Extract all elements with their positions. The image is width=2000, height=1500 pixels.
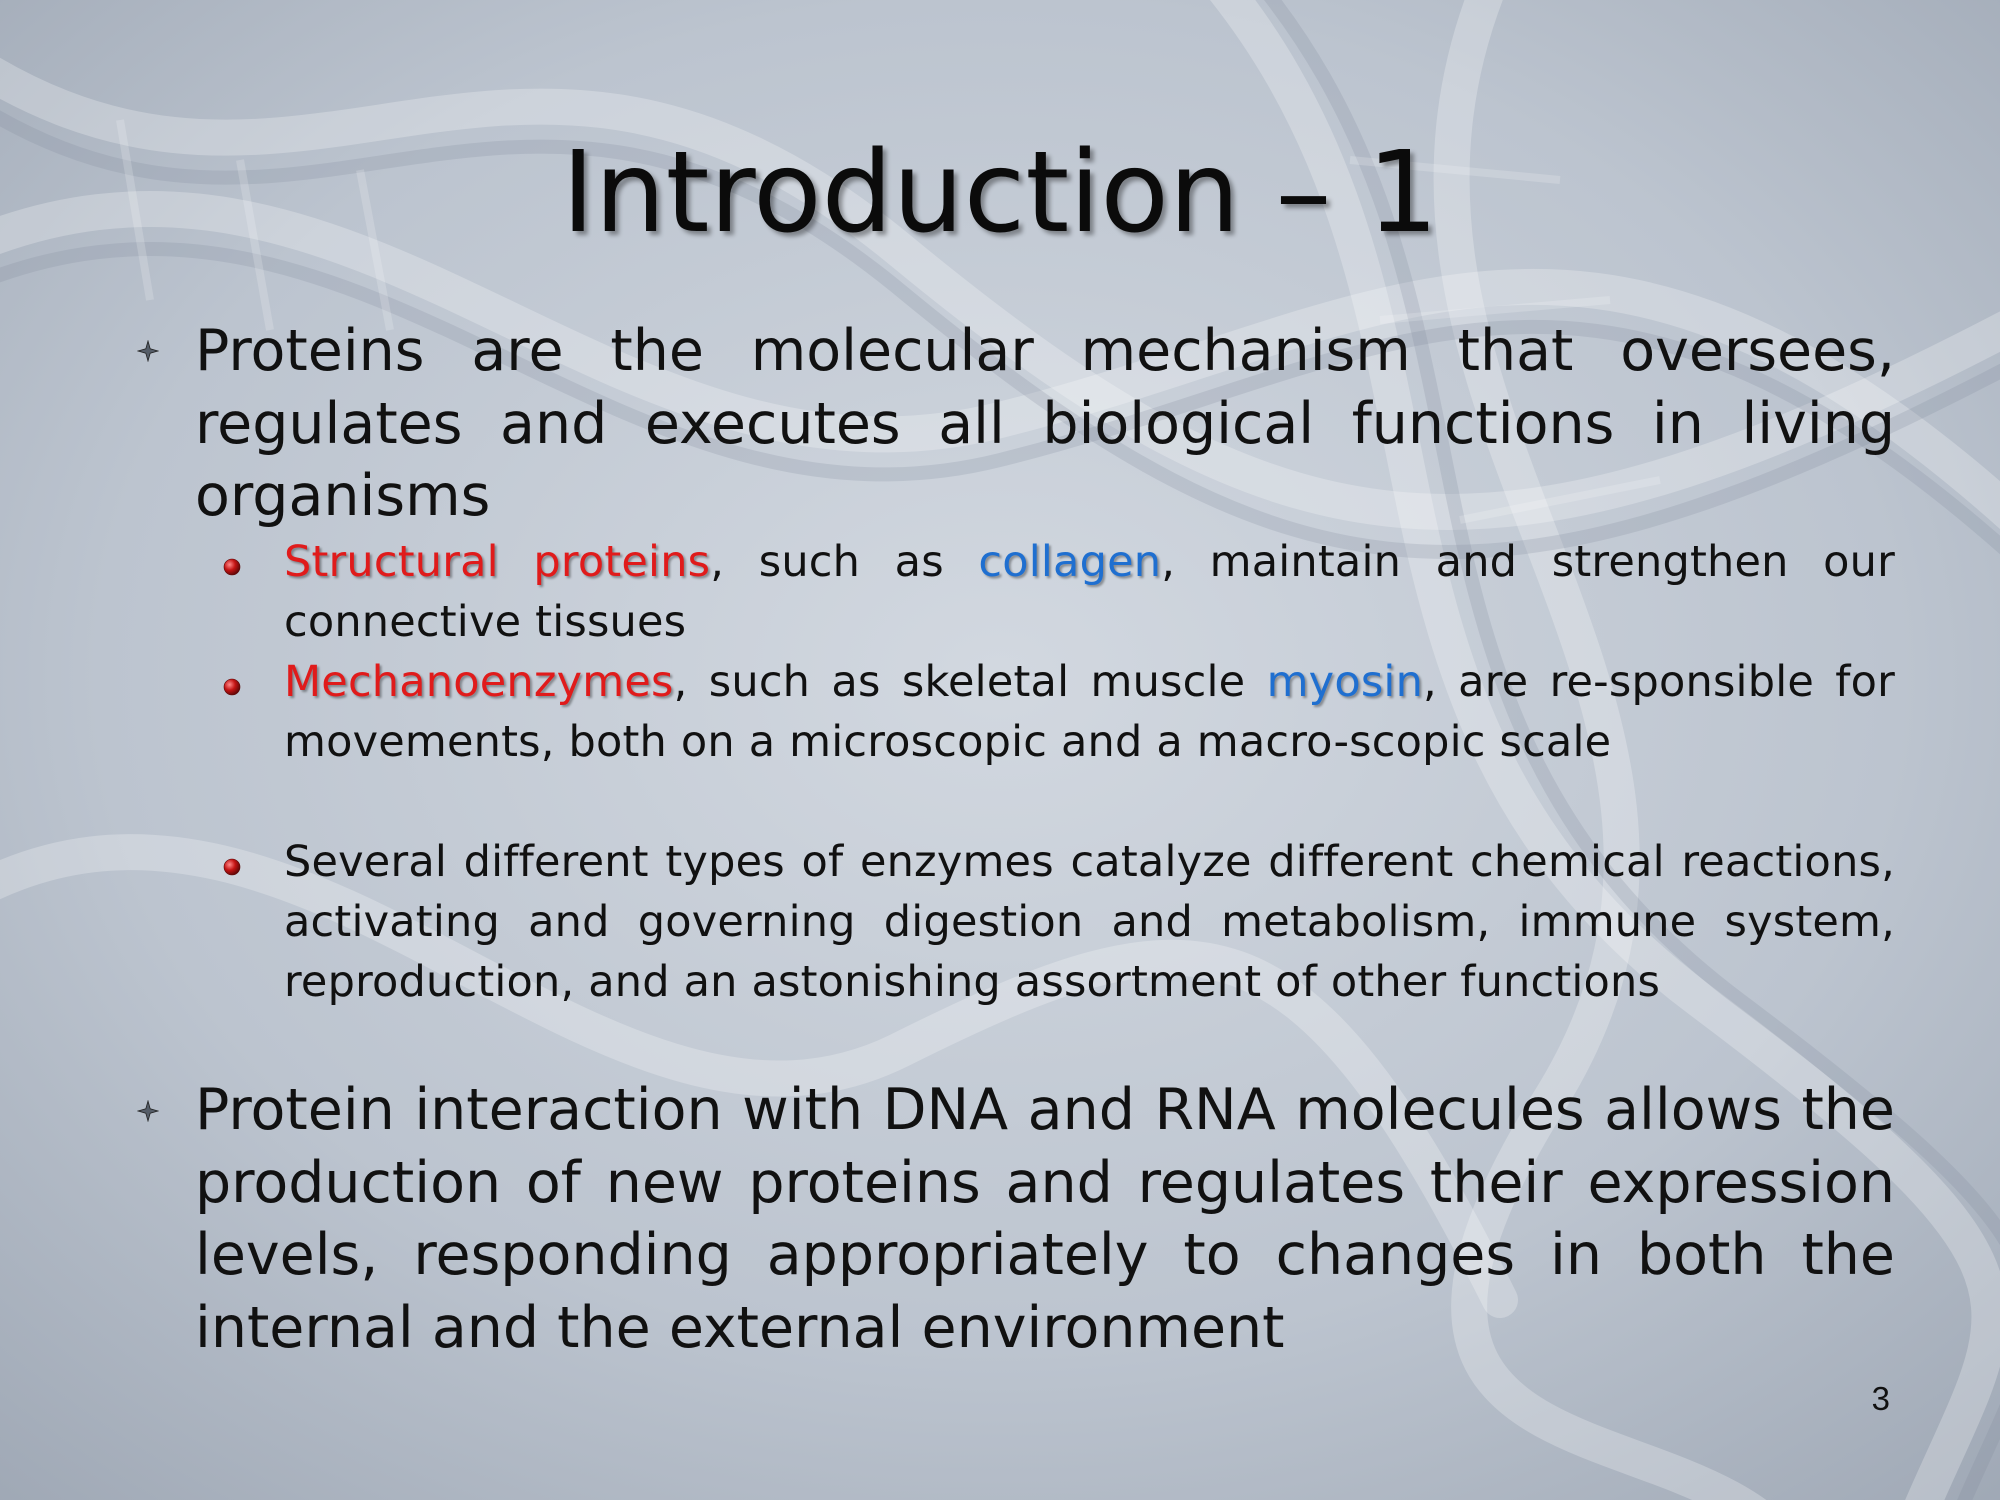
sub-bullet-text: , such as skeletal muscle xyxy=(673,657,1267,707)
red-sphere-icon xyxy=(223,678,241,696)
red-sphere-icon xyxy=(223,558,241,576)
sub-bullet-enzymes: Several different types of enzymes catal… xyxy=(284,837,1895,1007)
sub-bullet-text: , maintain and strengthen our connective… xyxy=(284,537,1895,647)
four-point-star-icon xyxy=(137,1100,159,1122)
example-collagen: collagen xyxy=(978,537,1162,587)
sub-bullet-text: , such as xyxy=(710,537,979,587)
example-myosin: myosin xyxy=(1266,657,1424,707)
page-number: 3 xyxy=(1871,1380,1890,1417)
four-point-star-icon xyxy=(137,340,159,362)
sub-bullet-structural-proteins: Structural proteins, such as collagen, m… xyxy=(284,532,1895,652)
sub-bullet-text: , are re-sponsible for movements, both o… xyxy=(284,657,1896,767)
red-sphere-icon xyxy=(223,858,241,876)
bullet-proteins-overview: Proteins are the molecular mechanism tha… xyxy=(195,318,1895,529)
term-structural-proteins: Structural proteins xyxy=(284,537,711,587)
bullet-protein-interaction: Protein interaction with DNA and RNA mol… xyxy=(195,1077,1895,1361)
term-mechanoenzymes: Mechanoenzymes xyxy=(284,657,674,707)
slide-title: Introduction – 1 xyxy=(561,128,1439,258)
sub-bullet-mechanoenzymes: Mechanoenzymes, such as skeletal muscle … xyxy=(284,652,1895,772)
